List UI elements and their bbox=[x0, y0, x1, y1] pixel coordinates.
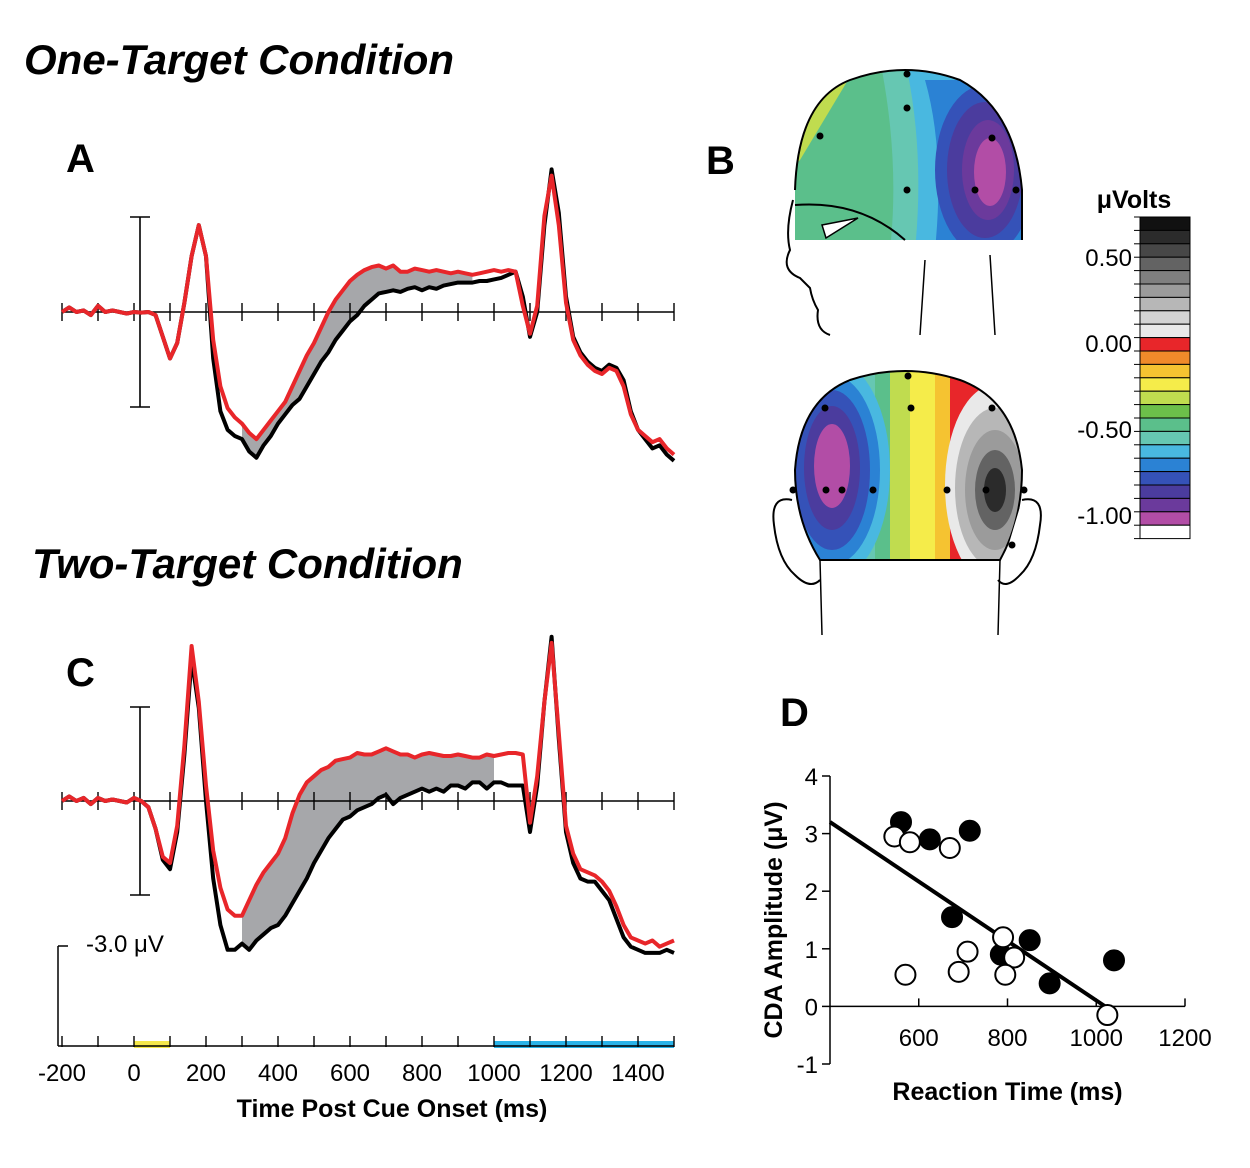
difference-shading bbox=[242, 748, 494, 950]
point-filled bbox=[941, 906, 964, 929]
colorbar-step bbox=[1139, 511, 1191, 526]
point-filled bbox=[1038, 972, 1061, 995]
colorbar-label: -1.00 bbox=[1077, 503, 1132, 530]
time-tick-label: 600 bbox=[330, 1060, 370, 1087]
point-open bbox=[956, 940, 979, 963]
y-tick-label: 0 bbox=[805, 994, 818, 1021]
colorbar-step bbox=[1139, 377, 1191, 392]
y-tick-label: 2 bbox=[805, 879, 818, 906]
colorbar-step bbox=[1139, 457, 1191, 473]
time-tick-label: 200 bbox=[186, 1060, 226, 1087]
x-tick-label: 600 bbox=[899, 1025, 939, 1052]
panel-letter-b: B bbox=[706, 139, 735, 183]
difference-shading bbox=[242, 265, 473, 458]
panel-letter-a: A bbox=[66, 137, 95, 181]
waveform-black bbox=[60, 634, 675, 955]
point-open bbox=[898, 831, 921, 854]
y-tick-label: -1 bbox=[797, 1052, 818, 1079]
topomap-back-view bbox=[772, 370, 1042, 636]
test-period-bar bbox=[494, 1041, 674, 1048]
colorbar-step bbox=[1139, 524, 1191, 540]
one-target-title: One-Target Condition bbox=[24, 36, 454, 83]
point-filled bbox=[958, 819, 981, 842]
time-axis-title: Time Post Cue Onset (ms) bbox=[237, 1095, 548, 1123]
colorbar-step bbox=[1139, 363, 1191, 379]
waveform-red bbox=[60, 173, 676, 457]
time-tick-label: -200 bbox=[38, 1060, 86, 1087]
colorbar-step bbox=[1139, 283, 1191, 298]
point-open bbox=[994, 963, 1017, 986]
point-open bbox=[894, 963, 917, 986]
colorbar-label: 0.00 bbox=[1085, 331, 1132, 358]
time-axis: -200 0 200 400 600 800 1000 1200 1400 bbox=[38, 945, 675, 1087]
colorbar-step bbox=[1139, 256, 1191, 272]
topomap-side-view bbox=[785, 69, 1023, 336]
scatter-y-axis-title: CDA Amplitude (μV) bbox=[760, 801, 788, 1038]
colorbar-step bbox=[1139, 337, 1191, 352]
time-tick-label: 400 bbox=[258, 1060, 298, 1087]
cue-period-bar bbox=[134, 1041, 170, 1048]
time-tick-label: 1200 bbox=[539, 1060, 592, 1087]
x-tick-label: 1200 bbox=[1158, 1025, 1211, 1052]
point-open bbox=[992, 926, 1015, 949]
time-tick-label: 0 bbox=[127, 1060, 140, 1087]
colorbar-label: -0.50 bbox=[1077, 417, 1132, 444]
point-open bbox=[1003, 946, 1026, 969]
colorbar-label: 0.50 bbox=[1085, 245, 1132, 272]
colorbar-step bbox=[1139, 323, 1191, 339]
x-tick-label: 800 bbox=[987, 1025, 1027, 1052]
point-filled bbox=[1103, 949, 1125, 972]
time-tick-label: 1000 bbox=[467, 1060, 520, 1087]
time-tick-label: 800 bbox=[402, 1060, 442, 1087]
colorbar-step bbox=[1139, 417, 1191, 432]
colorbar-step bbox=[1139, 296, 1191, 312]
colorbar-title: μVolts bbox=[1097, 186, 1172, 214]
scale-bar-label: -3.0 μV bbox=[86, 931, 164, 958]
erp-plot-c bbox=[60, 634, 675, 955]
colorbar-step bbox=[1139, 216, 1191, 231]
colorbar-step bbox=[1139, 229, 1191, 245]
waveform-red bbox=[60, 640, 675, 949]
colorbar-step bbox=[1139, 404, 1191, 419]
point-filled bbox=[1018, 929, 1041, 952]
two-target-title: Two-Target Condition bbox=[32, 540, 463, 587]
point-open bbox=[947, 960, 970, 983]
colorbar-step bbox=[1139, 471, 1191, 486]
colorbar-step bbox=[1139, 243, 1191, 258]
x-tick-label: 1000 bbox=[1070, 1025, 1123, 1052]
colorbar-step bbox=[1139, 497, 1191, 513]
point-filled bbox=[918, 828, 941, 851]
time-tick-label: 1400 bbox=[611, 1060, 664, 1087]
regression-line bbox=[828, 820, 1107, 1009]
colorbar-step bbox=[1139, 350, 1191, 365]
point-open bbox=[1096, 1004, 1119, 1027]
colorbar-step bbox=[1139, 484, 1191, 499]
colorbar-step bbox=[1139, 310, 1191, 325]
panel-letter-d: D bbox=[780, 691, 809, 735]
scatter-plot-d: -1 0 1 2 3 4 600 800 1000 1200 Reaction Time (ms) C… bbox=[760, 764, 1212, 1106]
y-tick-label: 3 bbox=[805, 822, 818, 849]
y-tick-label: 4 bbox=[805, 764, 818, 791]
panel-letter-c: C bbox=[66, 651, 95, 695]
erp-plot-a bbox=[60, 167, 676, 463]
y-tick-label: 1 bbox=[805, 937, 818, 964]
colorbar-step bbox=[1139, 430, 1191, 446]
colorbar: 0.50 0.00 -0.50 -1.00 bbox=[1077, 216, 1191, 540]
scatter-x-axis-title: Reaction Time (ms) bbox=[892, 1078, 1122, 1106]
colorbar-step bbox=[1139, 270, 1191, 285]
point-open bbox=[938, 837, 961, 859]
colorbar-step bbox=[1139, 390, 1191, 406]
colorbar-step bbox=[1139, 444, 1191, 459]
